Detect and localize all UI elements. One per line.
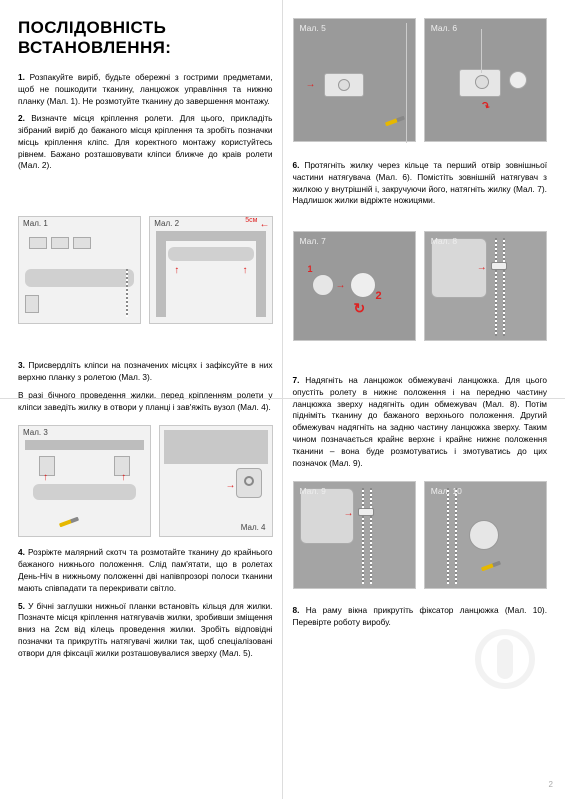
step-3: 3. Присвердліть кліпси на позначених міс… bbox=[18, 360, 273, 384]
left-column: ПОСЛІДОВНІСТЬ ВСТАНОВЛЕННЯ: 1. Розпакуйт… bbox=[18, 18, 273, 781]
figure-label: Мал. 10 bbox=[431, 486, 462, 496]
inner-part bbox=[312, 274, 334, 296]
dimension-label: 5см bbox=[245, 217, 257, 224]
step-text: Розпакуйте виріб, будьте обережні з гост… bbox=[18, 72, 273, 106]
step-4: 4. Розріжте малярний скотч та розмотайте… bbox=[18, 547, 273, 594]
chain-limiter bbox=[358, 508, 374, 516]
figure-6: Мал. 6 ↷ bbox=[424, 18, 547, 142]
column-divider bbox=[282, 0, 283, 799]
step-num: 4. bbox=[18, 547, 25, 557]
step-num: 6. bbox=[293, 160, 300, 170]
step-text: В разі бічного проведення жилки, перед к… bbox=[18, 390, 273, 412]
insert-arrow: ↑ bbox=[43, 472, 48, 483]
screwdriver-icon bbox=[59, 517, 79, 528]
figure-4: Мал. 4 → bbox=[159, 425, 272, 537]
step-num: 7. bbox=[293, 375, 300, 385]
figure-8: Мал. 8 → bbox=[424, 231, 547, 341]
step-num: 1. bbox=[18, 72, 25, 82]
insert-arrow: → bbox=[336, 280, 346, 291]
marker-arrow: ↑ bbox=[243, 265, 248, 276]
dimension-arrow: ← bbox=[260, 219, 270, 230]
figure-label: Мал. 7 bbox=[300, 236, 326, 246]
figure-label: Мал. 6 bbox=[431, 23, 457, 33]
figure-label: Мал. 5 bbox=[300, 23, 326, 33]
step-3b: В разі бічного проведення жилки, перед к… bbox=[18, 390, 273, 414]
chain-fixator bbox=[469, 520, 499, 550]
thread-arrow: ↷ bbox=[479, 100, 492, 114]
figure-7: Мал. 7 → 1 2 ↻ bbox=[293, 231, 416, 341]
insert-arrow: ↑ bbox=[121, 472, 126, 483]
ring-icon bbox=[244, 476, 254, 486]
line-cord bbox=[406, 23, 407, 143]
step-num: 8. bbox=[293, 605, 300, 615]
step-text: На раму вікна прикрутіть фіксатор ланцюж… bbox=[293, 605, 548, 627]
step-marker-1: 1 bbox=[308, 264, 313, 274]
screwdriver-icon bbox=[385, 116, 405, 127]
figure-label: Мал. 8 bbox=[431, 236, 457, 246]
cord bbox=[481, 29, 482, 73]
step-5: 5. У бічні заглушки нижньої планки встан… bbox=[18, 601, 273, 660]
thread-arrow: → bbox=[226, 480, 236, 491]
marker-arrow: ↑ bbox=[174, 265, 179, 276]
figure-10: Мал. 10 bbox=[424, 481, 547, 589]
figure-label: Мал. 1 bbox=[23, 219, 48, 228]
limiter-arrow: → bbox=[477, 262, 487, 273]
figure-1: Мал. 1 bbox=[18, 216, 141, 324]
step-text: Протягніть жилку через кільце та перший … bbox=[293, 160, 548, 205]
rotate-arrow: ↻ bbox=[354, 300, 366, 317]
step-marker-2: 2 bbox=[376, 290, 382, 302]
screwdriver-icon bbox=[481, 561, 501, 572]
page-number: 2 bbox=[549, 780, 553, 789]
figure-label: Мал. 2 bbox=[154, 219, 179, 228]
step-num: 2. bbox=[18, 113, 25, 123]
chain-limiter bbox=[491, 262, 507, 270]
step-1: 1. Розпакуйте виріб, будьте обережні з г… bbox=[18, 72, 273, 107]
page-title: ПОСЛІДОВНІСТЬ ВСТАНОВЛЕННЯ: bbox=[18, 18, 273, 58]
figure-5: Мал. 5 → bbox=[293, 18, 416, 142]
row-divider bbox=[0, 398, 565, 399]
figure-2: Мал. 2 ← 5см ↑ ↑ bbox=[149, 216, 272, 324]
figure-label: Мал. 3 bbox=[23, 428, 48, 437]
step-text: У бічні заглушки нижньої планки встанові… bbox=[18, 601, 273, 658]
step-text: Надягніть на ланцюжок обмежувачі ланцюжк… bbox=[293, 375, 548, 467]
outer-tensioner bbox=[509, 71, 527, 89]
tensioner-ring bbox=[475, 75, 489, 89]
step-text: Визначте місця кріплення ролети. Для цьо… bbox=[18, 113, 273, 170]
limiter-arrow: → bbox=[344, 508, 354, 519]
step-num: 5. bbox=[18, 601, 25, 611]
step-8: 8. На раму вікна прикрутіть фіксатор лан… bbox=[293, 605, 548, 629]
step-6: 6. Протягніть жилку через кільце та перш… bbox=[293, 160, 548, 207]
step-text: Розріжте малярний скотч та розмотайте тк… bbox=[18, 547, 273, 592]
outer-part bbox=[350, 272, 376, 298]
watermark-logo bbox=[475, 629, 535, 689]
figure-9: Мал. 9 → bbox=[293, 481, 416, 589]
step-num: 3. bbox=[18, 360, 25, 370]
right-column: Мал. 5 → Мал. 6 ↷ 6. Про bbox=[293, 18, 548, 781]
step-text: Присвердліть кліпси на позначених місцях… bbox=[18, 360, 273, 382]
tensioner-icon bbox=[338, 79, 350, 91]
figure-label: Мал. 9 bbox=[300, 486, 326, 496]
insert-arrow: → bbox=[306, 79, 316, 90]
figure-3: Мал. 3 ↑ ↑ bbox=[18, 425, 151, 537]
step-7: 7. Надягніть на ланцюжок обмежувачі ланц… bbox=[293, 375, 548, 469]
figure-label: Мал. 4 bbox=[241, 523, 266, 532]
step-2: 2. Визначте місця кріплення ролети. Для … bbox=[18, 113, 273, 172]
